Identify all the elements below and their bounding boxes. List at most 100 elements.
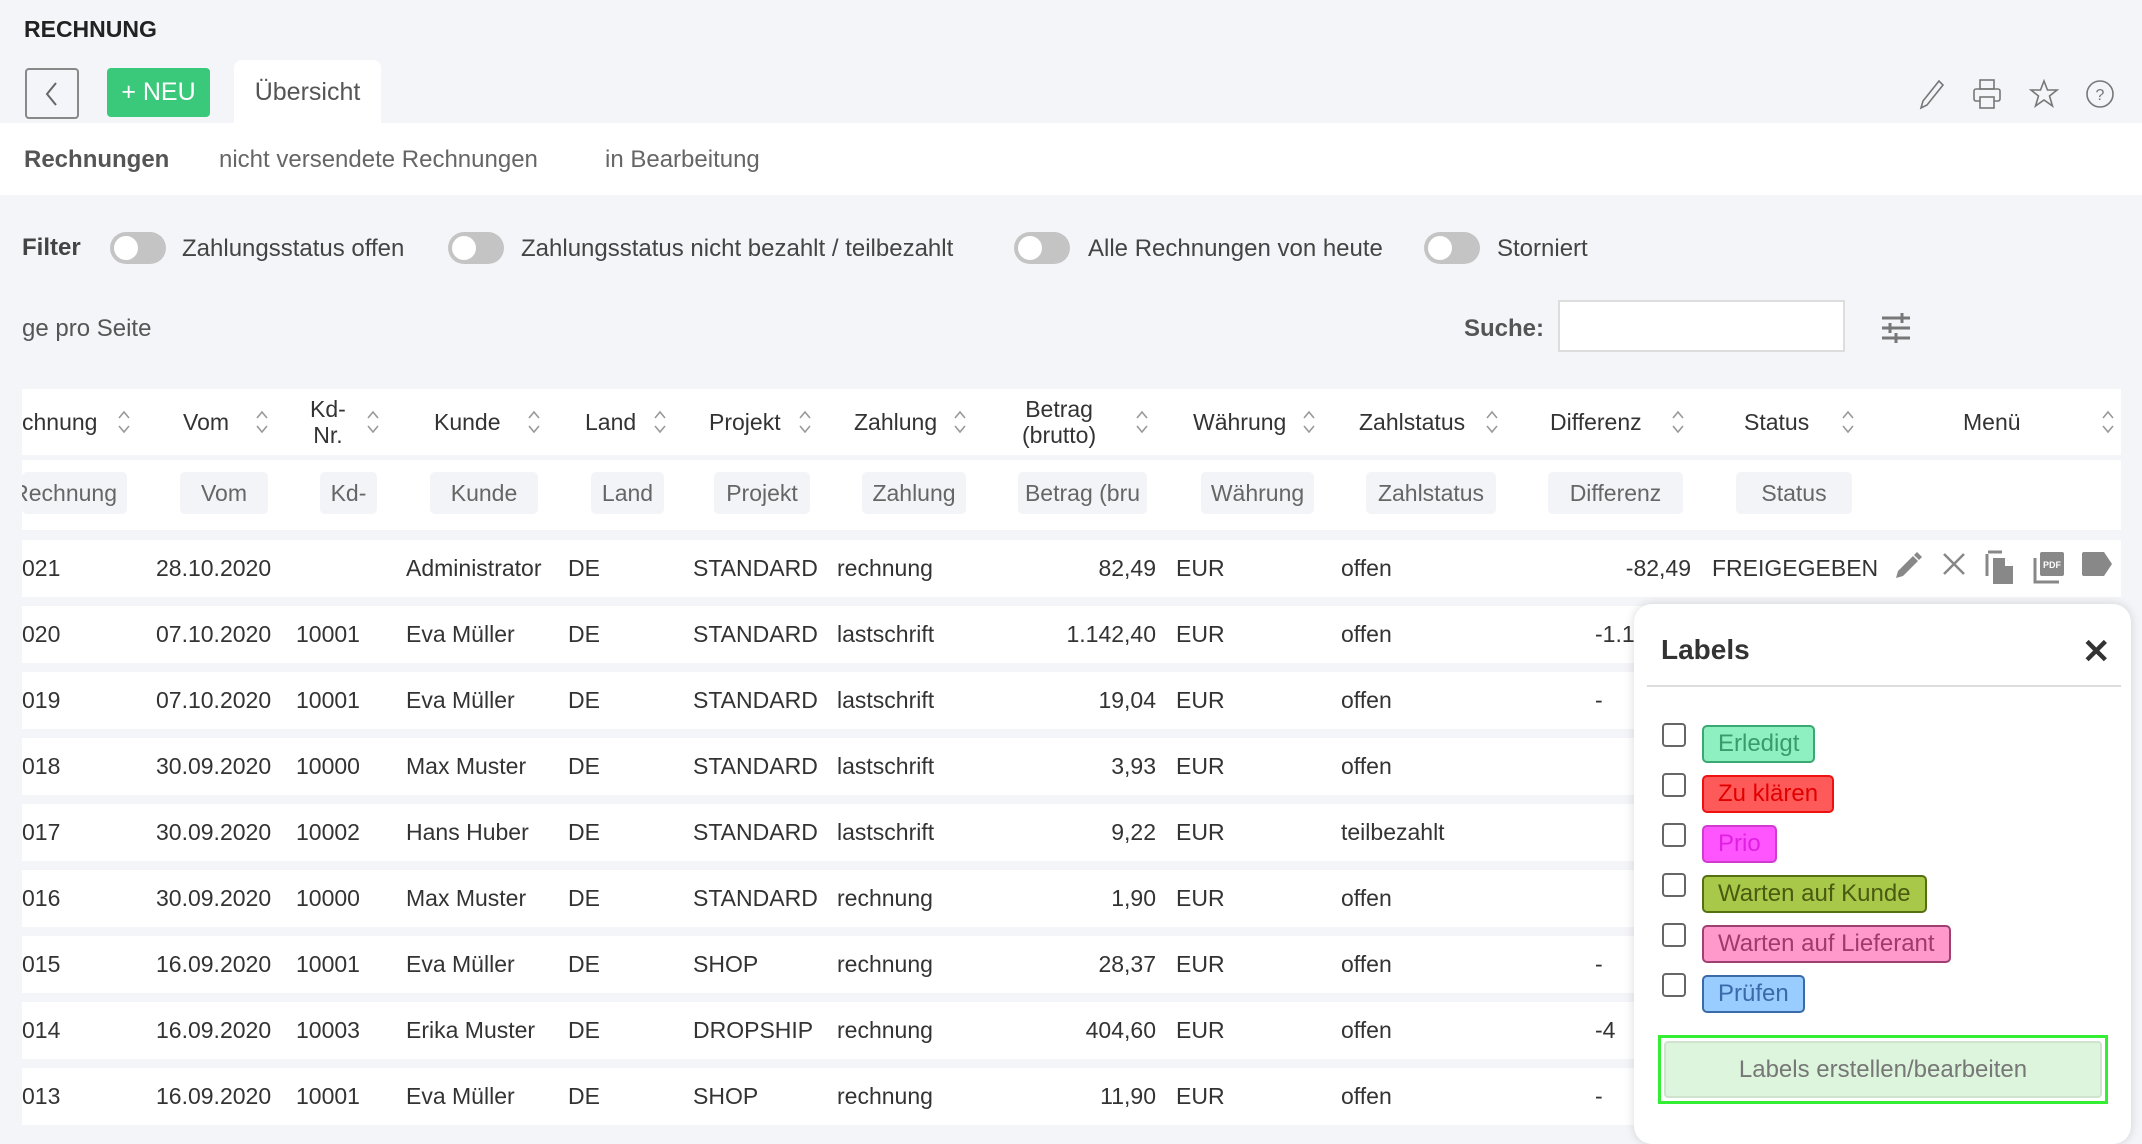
column-filter-input[interactable]: Differenz	[1548, 472, 1683, 514]
cell-kd: 10001	[296, 951, 360, 977]
column-filter-input[interactable]: Währung	[1201, 472, 1314, 514]
label-chip[interactable]: Prüfen	[1702, 975, 1805, 1013]
cell-projekt: STANDARD	[693, 555, 818, 581]
subtab-in-bearbeitung[interactable]: in Bearbeitung	[605, 146, 760, 173]
column-filter-input[interactable]: Projekt	[714, 472, 810, 514]
column-header[interactable]: Betrag (brutto)	[1022, 396, 1097, 448]
sort-icon[interactable]	[1302, 409, 1316, 435]
sort-icon[interactable]	[653, 409, 667, 435]
cell-betrag: 28,37	[1098, 951, 1156, 977]
sort-icon[interactable]	[953, 409, 967, 435]
new-button[interactable]: + NEU	[107, 68, 210, 117]
copy-icon[interactable]	[1984, 550, 2016, 592]
sort-icon[interactable]	[117, 409, 131, 435]
label-checkbox[interactable]	[1662, 773, 1686, 797]
cell-land: DE	[568, 1083, 600, 1109]
sort-icon[interactable]	[527, 409, 541, 435]
sort-icon[interactable]	[2101, 409, 2115, 435]
cell-kunde: Erika Muster	[406, 1017, 536, 1043]
label-checkbox[interactable]	[1662, 973, 1686, 997]
edit-icon[interactable]	[1913, 76, 1949, 112]
close-icon[interactable]	[1940, 550, 1968, 584]
column-header[interactable]: Menü	[1963, 409, 2021, 435]
pencil-icon[interactable]	[1892, 550, 1924, 588]
sort-icon[interactable]	[1485, 409, 1499, 435]
column-filter-input[interactable]: Rechnung	[22, 472, 127, 514]
label-checkbox[interactable]	[1662, 723, 1686, 747]
sort-icon[interactable]	[255, 409, 269, 435]
subtab-nicht-versendet[interactable]: nicht versendete Rechnungen	[219, 146, 538, 173]
column-filter-input[interactable]: Zahlstatus	[1366, 472, 1496, 514]
cell-nr: 014	[22, 1017, 61, 1043]
column-header[interactable]: Zahlung	[854, 409, 938, 435]
column-header[interactable]: Kd- Nr.	[310, 396, 346, 448]
sort-icon[interactable]	[1841, 409, 1855, 435]
column-filter-input[interactable]: Betrag (bru	[1018, 472, 1147, 514]
label-checkbox[interactable]	[1662, 923, 1686, 947]
cell-vom: 30.09.2020	[156, 753, 272, 779]
labels-edit-button[interactable]: Labels erstellen/bearbeiten	[1664, 1041, 2102, 1098]
cell-land: DE	[568, 687, 600, 713]
toggle-nicht-bezahlt[interactable]	[448, 232, 504, 264]
label-checkbox[interactable]	[1662, 823, 1686, 847]
search-input[interactable]	[1558, 300, 1845, 352]
toggle-heute[interactable]	[1014, 232, 1070, 264]
toggle-storniert[interactable]	[1424, 232, 1480, 264]
print-icon[interactable]	[1969, 76, 2005, 112]
column-header[interactable]: Zahlstatus	[1359, 409, 1466, 435]
sort-icon[interactable]	[798, 409, 812, 435]
sort-icon[interactable]	[1135, 409, 1149, 435]
column-filter-input[interactable]: Land	[591, 472, 664, 514]
column-header[interactable]: Vom	[183, 409, 230, 435]
cell-kunde: Eva Müller	[406, 951, 515, 977]
cell-kd: 10003	[296, 1017, 360, 1043]
column-filter-input[interactable]: Zahlung	[862, 472, 966, 514]
close-icon[interactable]: ✕	[2082, 633, 2111, 671]
column-header[interactable]: Kunde	[434, 409, 501, 435]
cell-zahlung: rechnung	[837, 555, 933, 581]
subtab-rechnungen[interactable]: Rechnungen	[24, 146, 170, 173]
column-header[interactable]: Projekt	[709, 409, 781, 435]
cell-zahlstatus: offen	[1341, 1083, 1392, 1109]
cell-nr: 019	[22, 687, 61, 713]
column-filter-input[interactable]: Kd-	[320, 472, 377, 514]
label-chip[interactable]: Zu klären	[1702, 775, 1835, 813]
tab-uebersicht[interactable]: Übersicht	[234, 60, 381, 124]
star-icon[interactable]	[2026, 76, 2062, 112]
cell-differenz: -4	[1595, 1017, 1616, 1043]
column-header[interactable]: chnung	[22, 409, 98, 435]
column-filter-input[interactable]: Vom	[180, 472, 268, 514]
column-header[interactable]: Differenz	[1550, 409, 1642, 435]
cell-kd: 10001	[296, 621, 360, 647]
cell-land: DE	[568, 885, 600, 911]
column-header[interactable]: Währung	[1193, 409, 1287, 435]
label-checkbox[interactable]	[1662, 873, 1686, 897]
svg-text:?: ?	[2096, 87, 2105, 104]
cell-betrag: 9,22	[1111, 819, 1156, 845]
column-filter-input[interactable]: Kunde	[430, 472, 538, 514]
cell-zahlung: rechnung	[837, 1083, 933, 1109]
cell-nr: 016	[22, 885, 61, 911]
cell-differenz: -	[1595, 687, 1603, 713]
column-header[interactable]: Land	[585, 409, 637, 435]
cell-vom: 16.09.2020	[156, 951, 272, 977]
label-chip[interactable]: Warten auf Kunde	[1702, 875, 1927, 913]
help-icon[interactable]: ?	[2082, 76, 2118, 112]
filter-label: Filter	[22, 234, 81, 261]
cell-nr: 013	[22, 1083, 61, 1109]
column-settings-icon[interactable]	[1880, 313, 1912, 349]
label-chip[interactable]: Warten auf Lieferant	[1702, 925, 1951, 963]
column-filter-input[interactable]: Status	[1736, 472, 1852, 514]
label-chip[interactable]: Erledigt	[1702, 725, 1816, 763]
sort-icon[interactable]	[1671, 409, 1685, 435]
pdf-icon[interactable]: PDF	[2032, 550, 2066, 590]
sort-icon[interactable]	[366, 409, 380, 435]
back-button[interactable]	[25, 68, 79, 119]
table-row[interactable]: 021 28.10.2020 Administrator DE STANDARD rech…	[22, 540, 2121, 597]
label-tag-icon[interactable]	[2080, 550, 2114, 584]
cell-zahlstatus: offen	[1341, 621, 1392, 647]
label-chip[interactable]: Prio	[1702, 825, 1777, 863]
cell-zahlstatus: teilbezahlt	[1341, 819, 1445, 845]
column-header[interactable]: Status	[1744, 409, 1810, 435]
toggle-zahlungsstatus-offen[interactable]	[110, 232, 166, 264]
